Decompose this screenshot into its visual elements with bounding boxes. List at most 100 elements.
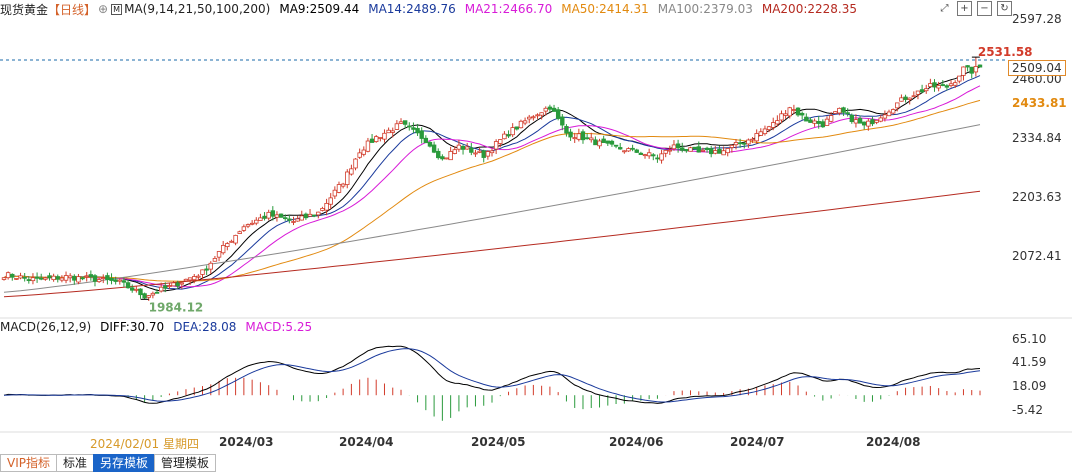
candle-body (340, 183, 346, 187)
candle-body (924, 88, 929, 92)
candle-body (423, 137, 429, 144)
candle-body (295, 218, 300, 222)
candle-body (67, 275, 73, 279)
candle-body (464, 146, 470, 150)
candle-body (932, 82, 937, 88)
candle-body (560, 116, 565, 126)
candle-body (349, 168, 354, 175)
macd-tick-65: 65.10 (1012, 332, 1047, 346)
settings-icon[interactable]: ⊕ (98, 2, 109, 16)
candle-body (229, 240, 234, 243)
candle-body (804, 116, 809, 122)
indicator-icon[interactable]: M (111, 3, 123, 15)
macd-legend: MACD(26,12,9) DIFF:30.70 DEA:28.08 MACD:… (0, 318, 321, 336)
candle-body (680, 147, 685, 151)
candle-body (266, 211, 271, 219)
symbol-name: 现货黄金 (0, 2, 49, 17)
candle-body (514, 126, 520, 130)
candle-body (249, 222, 255, 225)
candle-body (766, 126, 772, 131)
candle-body (291, 221, 296, 223)
candle-body (824, 118, 830, 126)
candle-body (551, 107, 557, 112)
candle-body (737, 142, 743, 145)
candle-body (225, 243, 230, 247)
candle-body (84, 275, 89, 278)
candle-body (63, 275, 69, 281)
candle-body (626, 148, 631, 152)
candle-body (634, 149, 639, 153)
ma200-line (3, 190, 981, 298)
candle-body (1, 277, 7, 280)
candle-body (862, 121, 867, 126)
candle-body (5, 272, 11, 279)
candle-body (808, 119, 813, 123)
period-label[interactable]: 【日线】 (48, 2, 97, 17)
candle-body (572, 137, 577, 140)
candle-body (957, 75, 962, 82)
zoom-out-icon[interactable]: − (977, 1, 992, 16)
candle-body (849, 114, 854, 122)
candle-body (26, 279, 32, 281)
candle-body (816, 121, 821, 124)
candle-body (651, 154, 656, 157)
candle-body (746, 139, 751, 145)
candle-body (192, 276, 197, 281)
candle-body (700, 149, 706, 152)
candle-body (101, 277, 106, 279)
candle-body (928, 83, 933, 88)
candle-body (72, 275, 77, 281)
candle-body (601, 138, 606, 143)
candle-body (630, 147, 635, 150)
candle-body (452, 149, 457, 154)
last-price-tag: 2509.04 (1008, 60, 1066, 76)
candle-body (130, 287, 135, 291)
candle-body (663, 149, 668, 154)
tab-manage-templates[interactable]: 管理模板 (154, 454, 217, 472)
ma50-line (3, 99, 981, 282)
candle-body (456, 144, 462, 150)
price-tick-2597: 2597.28 (1012, 12, 1062, 26)
candle-body (584, 137, 590, 140)
tab-standard[interactable]: 标准 (56, 454, 95, 472)
candle-body (899, 97, 904, 102)
ma50-price-tag: 2433.81 (1012, 96, 1067, 110)
candle-body (870, 119, 875, 125)
ma-params[interactable]: MA(9,14,21,50,100,200) (124, 2, 271, 16)
candle-body (667, 149, 673, 152)
ma21-value: MA21:2466.70 (464, 2, 553, 16)
candle-body (353, 158, 358, 169)
candle-body (220, 245, 226, 254)
candle-body (407, 125, 412, 128)
tab-save-template[interactable]: 另存模板 (93, 454, 156, 472)
candle-body (481, 150, 486, 158)
candle-body (779, 113, 784, 121)
candle-body (882, 114, 888, 119)
zoom-in-icon[interactable]: + (957, 1, 972, 16)
candle-body (692, 146, 697, 150)
candle-body (30, 277, 36, 282)
candle-body (10, 273, 15, 278)
fullscreen-icon[interactable]: ⤢ (937, 1, 952, 16)
candle-body (671, 144, 677, 150)
candle-body (324, 202, 329, 211)
candle-body (427, 141, 433, 147)
candle-body (51, 275, 56, 281)
candle-body (134, 288, 139, 291)
price-tick-2334: 2334.84 (1012, 131, 1062, 145)
candle-body (725, 148, 730, 154)
candle-body (696, 146, 701, 153)
candle-body (547, 106, 553, 110)
tab-vip-indicators[interactable]: VIP指标 (0, 454, 57, 472)
candle-body (142, 293, 147, 299)
candle-body (535, 114, 540, 117)
candle-body (22, 276, 27, 279)
candle-body (473, 152, 478, 155)
restore-icon[interactable]: ↻ (997, 1, 1012, 16)
candle-body (378, 137, 383, 139)
candle-body (903, 96, 908, 100)
candle-body (919, 89, 925, 93)
macd-params[interactable]: MACD(26,12,9) (0, 320, 92, 334)
candle-body (911, 95, 917, 98)
candle-body (866, 120, 871, 127)
